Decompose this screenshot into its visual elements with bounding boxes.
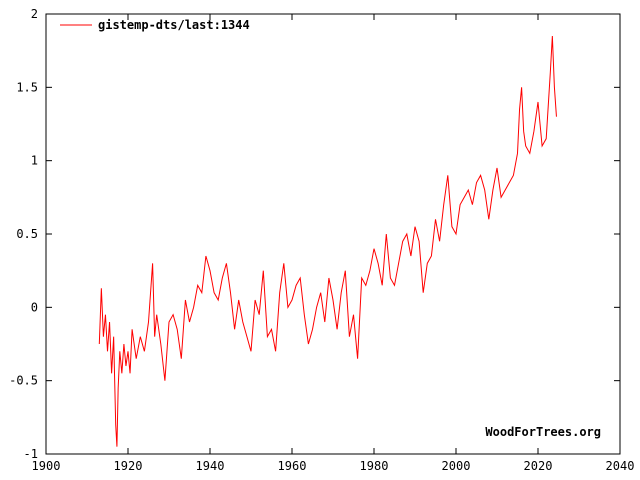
- series-layer: [98, 35, 557, 447]
- y-tick-label: 2: [31, 7, 38, 21]
- y-axis: -1 -0.5 0 0.5 1 1.5 2: [9, 7, 620, 461]
- y-tick-label: 0.5: [16, 227, 38, 241]
- x-tick-label: 1960: [278, 459, 307, 473]
- y-tick-label: -1: [24, 447, 38, 461]
- y-tick-label: 0: [31, 300, 38, 314]
- x-tick-label: 2000: [442, 459, 471, 473]
- x-tick-label: 2020: [524, 459, 553, 473]
- y-tick-label: 1: [31, 154, 38, 168]
- series-line-0: [98, 35, 557, 447]
- x-tick-label: 1920: [114, 459, 143, 473]
- credit-label: WoodForTrees.org: [485, 425, 601, 439]
- y-tick-label: 1.5: [16, 80, 38, 94]
- legend: gistemp-dts/last:1344: [60, 18, 250, 32]
- x-tick-label: 1980: [360, 459, 389, 473]
- legend-label: gistemp-dts/last:1344: [98, 18, 250, 32]
- x-tick-label: 2040: [606, 459, 635, 473]
- x-tick-label: 1900: [32, 459, 61, 473]
- x-tick-label: 1940: [196, 459, 225, 473]
- x-axis: 1900 1920 1940 1960 1980 2000 2020 2040: [32, 14, 635, 473]
- y-tick-label: -0.5: [9, 374, 38, 388]
